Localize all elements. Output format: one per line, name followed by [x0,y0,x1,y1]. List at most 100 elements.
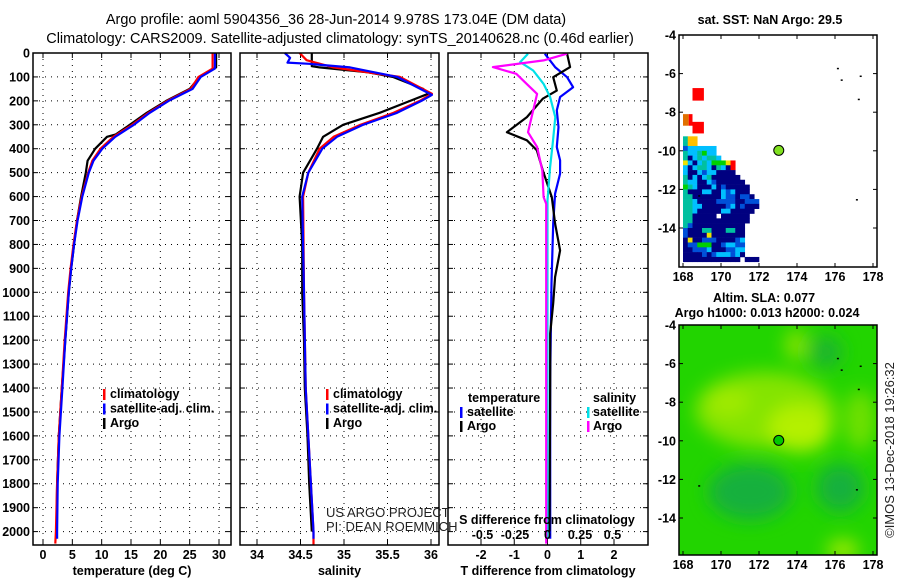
x-tick-label: 34 [250,548,264,562]
sst-cell [725,232,731,238]
longitude-tick-label: 170 [711,270,732,284]
sst-cell [687,170,693,176]
sst-cell [687,203,693,209]
map-frame [678,324,878,556]
sst-cell [730,223,736,229]
series-line-temperature-satellite [543,53,575,539]
sst-cell [725,208,731,214]
sst-cell [735,247,741,253]
sst-cell [716,184,722,190]
sst-cell [687,194,693,200]
sst-patch [692,88,704,101]
legend-swatch [587,407,590,418]
sst-cell [721,232,727,238]
legend-swatch [460,407,463,418]
island-speck [840,79,843,81]
sst-cell [721,189,727,195]
credit-project: US ARGO PROJECT [326,505,450,520]
depth-tick-label: 2000 [2,525,30,539]
sst-cell [692,237,698,243]
latitude-tick-label: -12 [658,473,676,487]
sst-cell [716,155,722,161]
sst-cell [687,208,693,214]
sst-cell [716,247,722,253]
sst-cell [725,199,731,205]
sst-cell [697,213,703,219]
sst-cell [716,179,722,185]
sst-cell [721,218,727,224]
legend-header-temperature: temperature [468,391,540,405]
depth-tick-label: 0 [23,47,30,61]
sst-cell [730,247,736,253]
sst-cell [706,228,712,234]
sst-cell [740,194,746,200]
sst-cell [697,150,703,156]
x-tick-label: 0 [40,548,47,562]
sst-cell [706,223,712,229]
sst-cell [744,256,750,263]
sst-cell [697,256,703,263]
sst-cell [697,199,703,205]
sst-cell [711,208,717,214]
longitude-tick-label: 172 [749,270,770,284]
sst-cell [735,228,741,234]
sst-cell [706,232,712,238]
sst-cell [697,223,703,229]
sst-cell [735,203,741,209]
sst-cell [683,203,689,209]
x-tick-label: 1 [577,548,584,562]
x-tick-label: 15 [124,548,138,562]
depth-tick-label: 100 [9,70,30,84]
x-tick-label: 20 [153,548,167,562]
sst-cell [702,247,708,253]
island-speck [698,195,701,197]
depth-tick-label: 1100 [3,310,30,324]
sst-cell [697,232,703,238]
sst-cell [711,242,717,248]
island-speck [857,388,860,391]
sst-cell [744,213,750,219]
sst-cell [716,203,722,209]
sst-cell [706,242,712,248]
latitude-tick-label: -14 [658,512,676,526]
depth-tick-label: 1000 [2,286,30,300]
sst-cell [730,184,736,190]
sst-cell [749,203,755,209]
sst-cell [702,237,708,243]
sst-cell [697,247,703,253]
sst-cell [697,252,703,258]
credit-pi: PI: DEAN ROEMMICH [326,519,457,534]
island-speck [855,489,858,491]
sst-cell [735,237,741,243]
sst-cell [725,223,731,229]
sst-cell [716,189,722,195]
x-tick-label: 34.5 [288,548,312,562]
sst-cell [725,174,731,181]
sst-cell [721,160,727,166]
sst-cell [683,179,689,185]
sst-cell [735,223,741,229]
sst-cell [702,150,708,156]
sst-cell [725,252,731,258]
island-speck [836,357,839,360]
sst-cell [716,165,722,171]
legend-label: Argo [467,419,497,433]
sst-cell [687,136,693,142]
legend-swatch [103,389,106,400]
sst-cell [702,208,708,214]
sst-cell [711,199,717,205]
sst-cell [735,242,741,248]
sst-cell [735,256,741,263]
plot-frame [32,52,232,546]
series-line-salinity-argo [491,52,568,544]
sst-cell [730,208,736,214]
depth-tick-label: 1200 [2,334,30,348]
sst-cell [711,223,717,229]
sst-cell [740,184,746,190]
legend-label: satellite-adj. clim. [110,402,214,416]
sst-cell [721,242,727,248]
secondary-x-axis-label: S difference from climatology [459,513,635,527]
sst-cell [716,232,722,238]
sst-cell [730,213,736,219]
longitude-tick-label: 168 [673,270,694,284]
